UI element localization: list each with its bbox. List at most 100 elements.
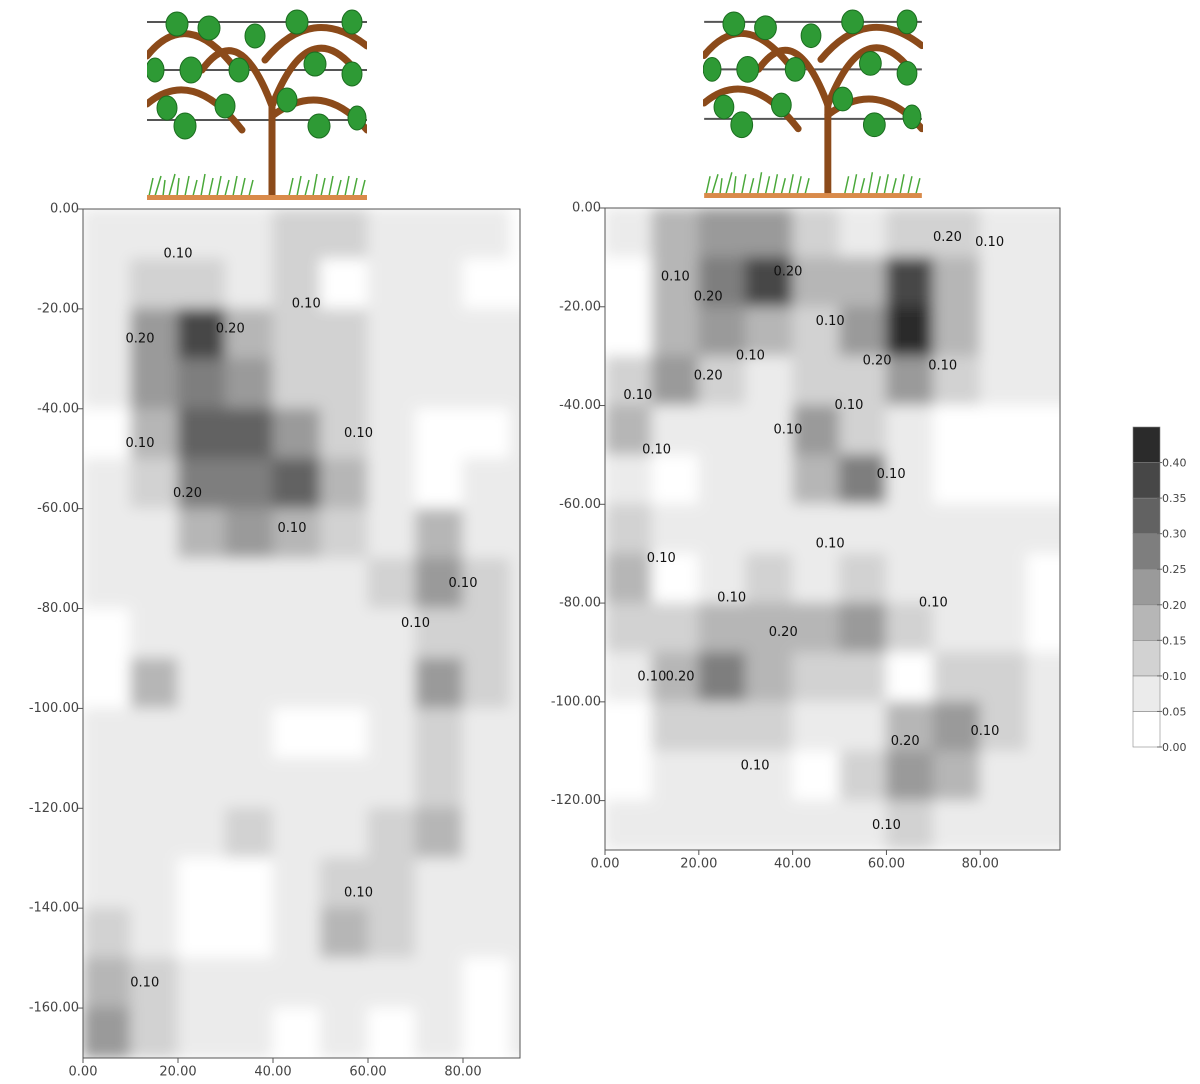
density-cell bbox=[272, 857, 321, 909]
density-cell bbox=[320, 308, 369, 360]
density-cell bbox=[83, 857, 131, 909]
y-tick-label: -160.00 bbox=[29, 1001, 79, 1016]
density-cell bbox=[839, 306, 887, 357]
density-cell bbox=[932, 553, 981, 604]
plot-frame bbox=[82, 208, 521, 1059]
density-cell bbox=[367, 757, 416, 809]
contour-label: 0.10 bbox=[975, 235, 1004, 250]
density-cell bbox=[320, 657, 369, 709]
plot-area bbox=[83, 209, 520, 1058]
density-cell bbox=[415, 707, 464, 759]
density-cell bbox=[130, 508, 179, 560]
density-cell bbox=[367, 857, 416, 909]
density-cell bbox=[698, 355, 747, 407]
density-cell bbox=[225, 957, 274, 1009]
colorbar-band bbox=[1132, 675, 1161, 712]
density-cell bbox=[651, 256, 700, 308]
density-cell bbox=[83, 807, 131, 859]
density-cell bbox=[605, 405, 653, 456]
density-cell bbox=[745, 553, 794, 604]
x-tick-label: 80.00 bbox=[962, 857, 999, 872]
density-cell bbox=[415, 1007, 464, 1058]
density-cell bbox=[415, 358, 464, 410]
density-cell bbox=[367, 657, 416, 709]
density-cell bbox=[745, 503, 794, 555]
density-cell bbox=[698, 602, 747, 653]
density-cell bbox=[605, 306, 653, 357]
density-cell bbox=[510, 308, 520, 360]
density-cell bbox=[272, 807, 321, 859]
density-cell bbox=[839, 553, 887, 604]
density-cell bbox=[792, 306, 841, 357]
density-cell bbox=[225, 558, 274, 610]
contour-label: 0.10 bbox=[661, 270, 690, 285]
density-cell bbox=[415, 458, 464, 510]
contour-label: 0.10 bbox=[741, 759, 770, 774]
density-cell bbox=[367, 209, 416, 260]
contour-label: 0.20 bbox=[933, 230, 962, 245]
density-cell bbox=[510, 807, 520, 859]
density-cell bbox=[83, 558, 131, 610]
density-cell bbox=[698, 405, 747, 456]
density-cell bbox=[177, 558, 226, 610]
density-cell bbox=[367, 957, 416, 1009]
contour-label: 0.10 bbox=[970, 724, 999, 739]
contour-label: 0.10 bbox=[816, 536, 845, 551]
density-cell bbox=[932, 602, 981, 653]
x-tick-label: 20.00 bbox=[159, 1065, 196, 1080]
density-cell bbox=[745, 651, 794, 703]
density-cell bbox=[792, 651, 841, 703]
density-cell bbox=[225, 807, 274, 859]
density-cell bbox=[177, 308, 226, 360]
density-cell bbox=[745, 750, 794, 802]
contour-label: 0.20 bbox=[173, 486, 202, 501]
vine-icon bbox=[703, 10, 922, 198]
colorbar-band bbox=[1132, 640, 1161, 677]
colorbar-band bbox=[1132, 568, 1161, 606]
density-cell bbox=[605, 750, 653, 802]
density-cell bbox=[367, 458, 416, 510]
density-cell bbox=[83, 707, 131, 759]
density-cell bbox=[83, 1007, 131, 1058]
density-cell bbox=[415, 957, 464, 1009]
contour-label: 0.10 bbox=[278, 521, 307, 536]
density-cell bbox=[225, 707, 274, 759]
density-cell bbox=[320, 358, 369, 410]
density-cell bbox=[83, 258, 131, 310]
x-tick-label: 80.00 bbox=[444, 1065, 481, 1080]
contour-label: 0.10 bbox=[647, 551, 676, 566]
density-cell bbox=[792, 602, 841, 653]
y-tick-label: -120.00 bbox=[29, 801, 79, 816]
density-cell bbox=[225, 508, 274, 560]
density-cell bbox=[462, 957, 511, 1009]
density-cell bbox=[177, 957, 226, 1009]
density-cell bbox=[415, 907, 464, 959]
contour-label: 0.20 bbox=[694, 289, 723, 304]
density-cell bbox=[272, 558, 321, 610]
density-cell bbox=[225, 258, 274, 310]
density-cell bbox=[839, 750, 887, 802]
y-tick-label: -60.00 bbox=[37, 501, 79, 516]
density-cell bbox=[462, 458, 511, 510]
plot-area bbox=[605, 208, 1060, 850]
contour-label: 0.10 bbox=[126, 436, 155, 451]
contour-label: 0.20 bbox=[126, 331, 155, 346]
density-cell bbox=[651, 750, 700, 802]
density-cell bbox=[1026, 306, 1060, 357]
density-cell bbox=[83, 508, 131, 560]
density-cell bbox=[415, 209, 464, 260]
density-cell bbox=[462, 558, 511, 610]
contour-label: 0.20 bbox=[694, 368, 723, 383]
density-cell bbox=[932, 750, 981, 802]
density-cell bbox=[462, 907, 511, 959]
density-cell bbox=[320, 608, 369, 659]
density-cell bbox=[792, 355, 841, 407]
density-cell bbox=[83, 358, 131, 410]
density-cell bbox=[698, 208, 747, 258]
density-cell bbox=[932, 503, 981, 555]
contour-label: 0.10 bbox=[872, 818, 901, 833]
density-cell bbox=[745, 355, 794, 407]
density-cell bbox=[510, 1007, 520, 1058]
density-cell bbox=[605, 800, 653, 850]
density-cell bbox=[651, 701, 700, 752]
